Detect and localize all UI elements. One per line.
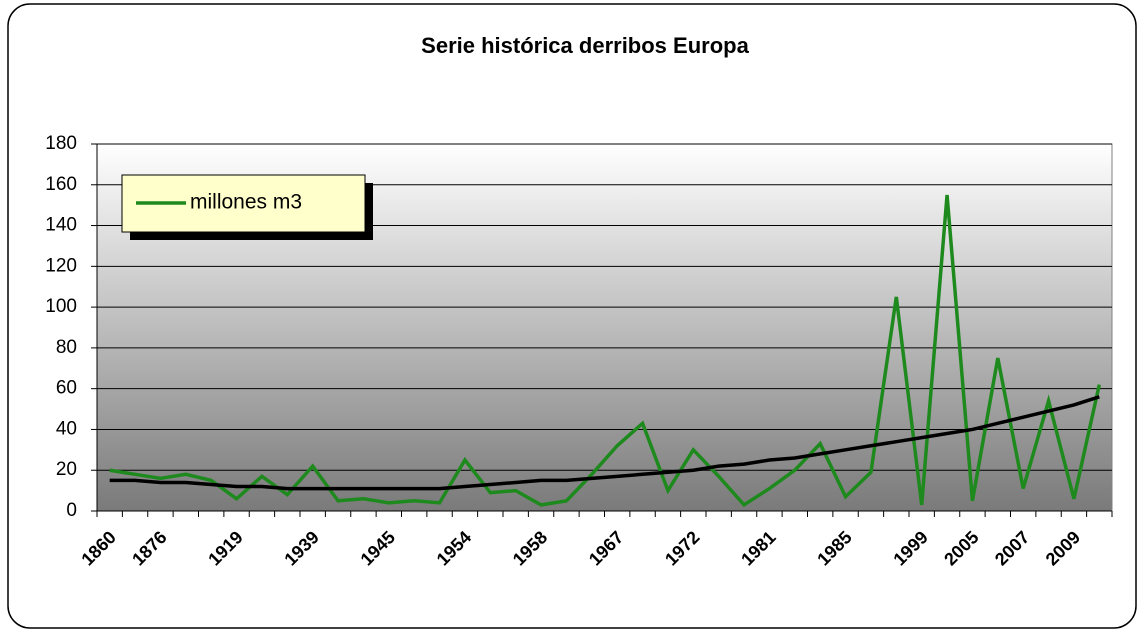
y-tick-label: 100 [45, 296, 77, 317]
trend-line [109, 395, 1100, 491]
y-tick-label: 0 [66, 500, 77, 521]
y-tick-label: 180 [45, 133, 77, 154]
y-tick-label: 160 [45, 174, 77, 195]
y-tick-label: 140 [45, 215, 77, 236]
y-tick-label: 60 [56, 378, 77, 399]
legend-label: millones m3 [190, 191, 302, 214]
series-line [109, 194, 1102, 508]
y-tick-label: 40 [56, 418, 77, 439]
chart-title: Serie histórica derribos Europa [421, 33, 749, 58]
legend: millones m3 [121, 174, 373, 240]
y-tick-label: 20 [56, 459, 77, 480]
y-tick-label: 80 [56, 337, 77, 358]
y-tick-label: 120 [45, 255, 77, 276]
